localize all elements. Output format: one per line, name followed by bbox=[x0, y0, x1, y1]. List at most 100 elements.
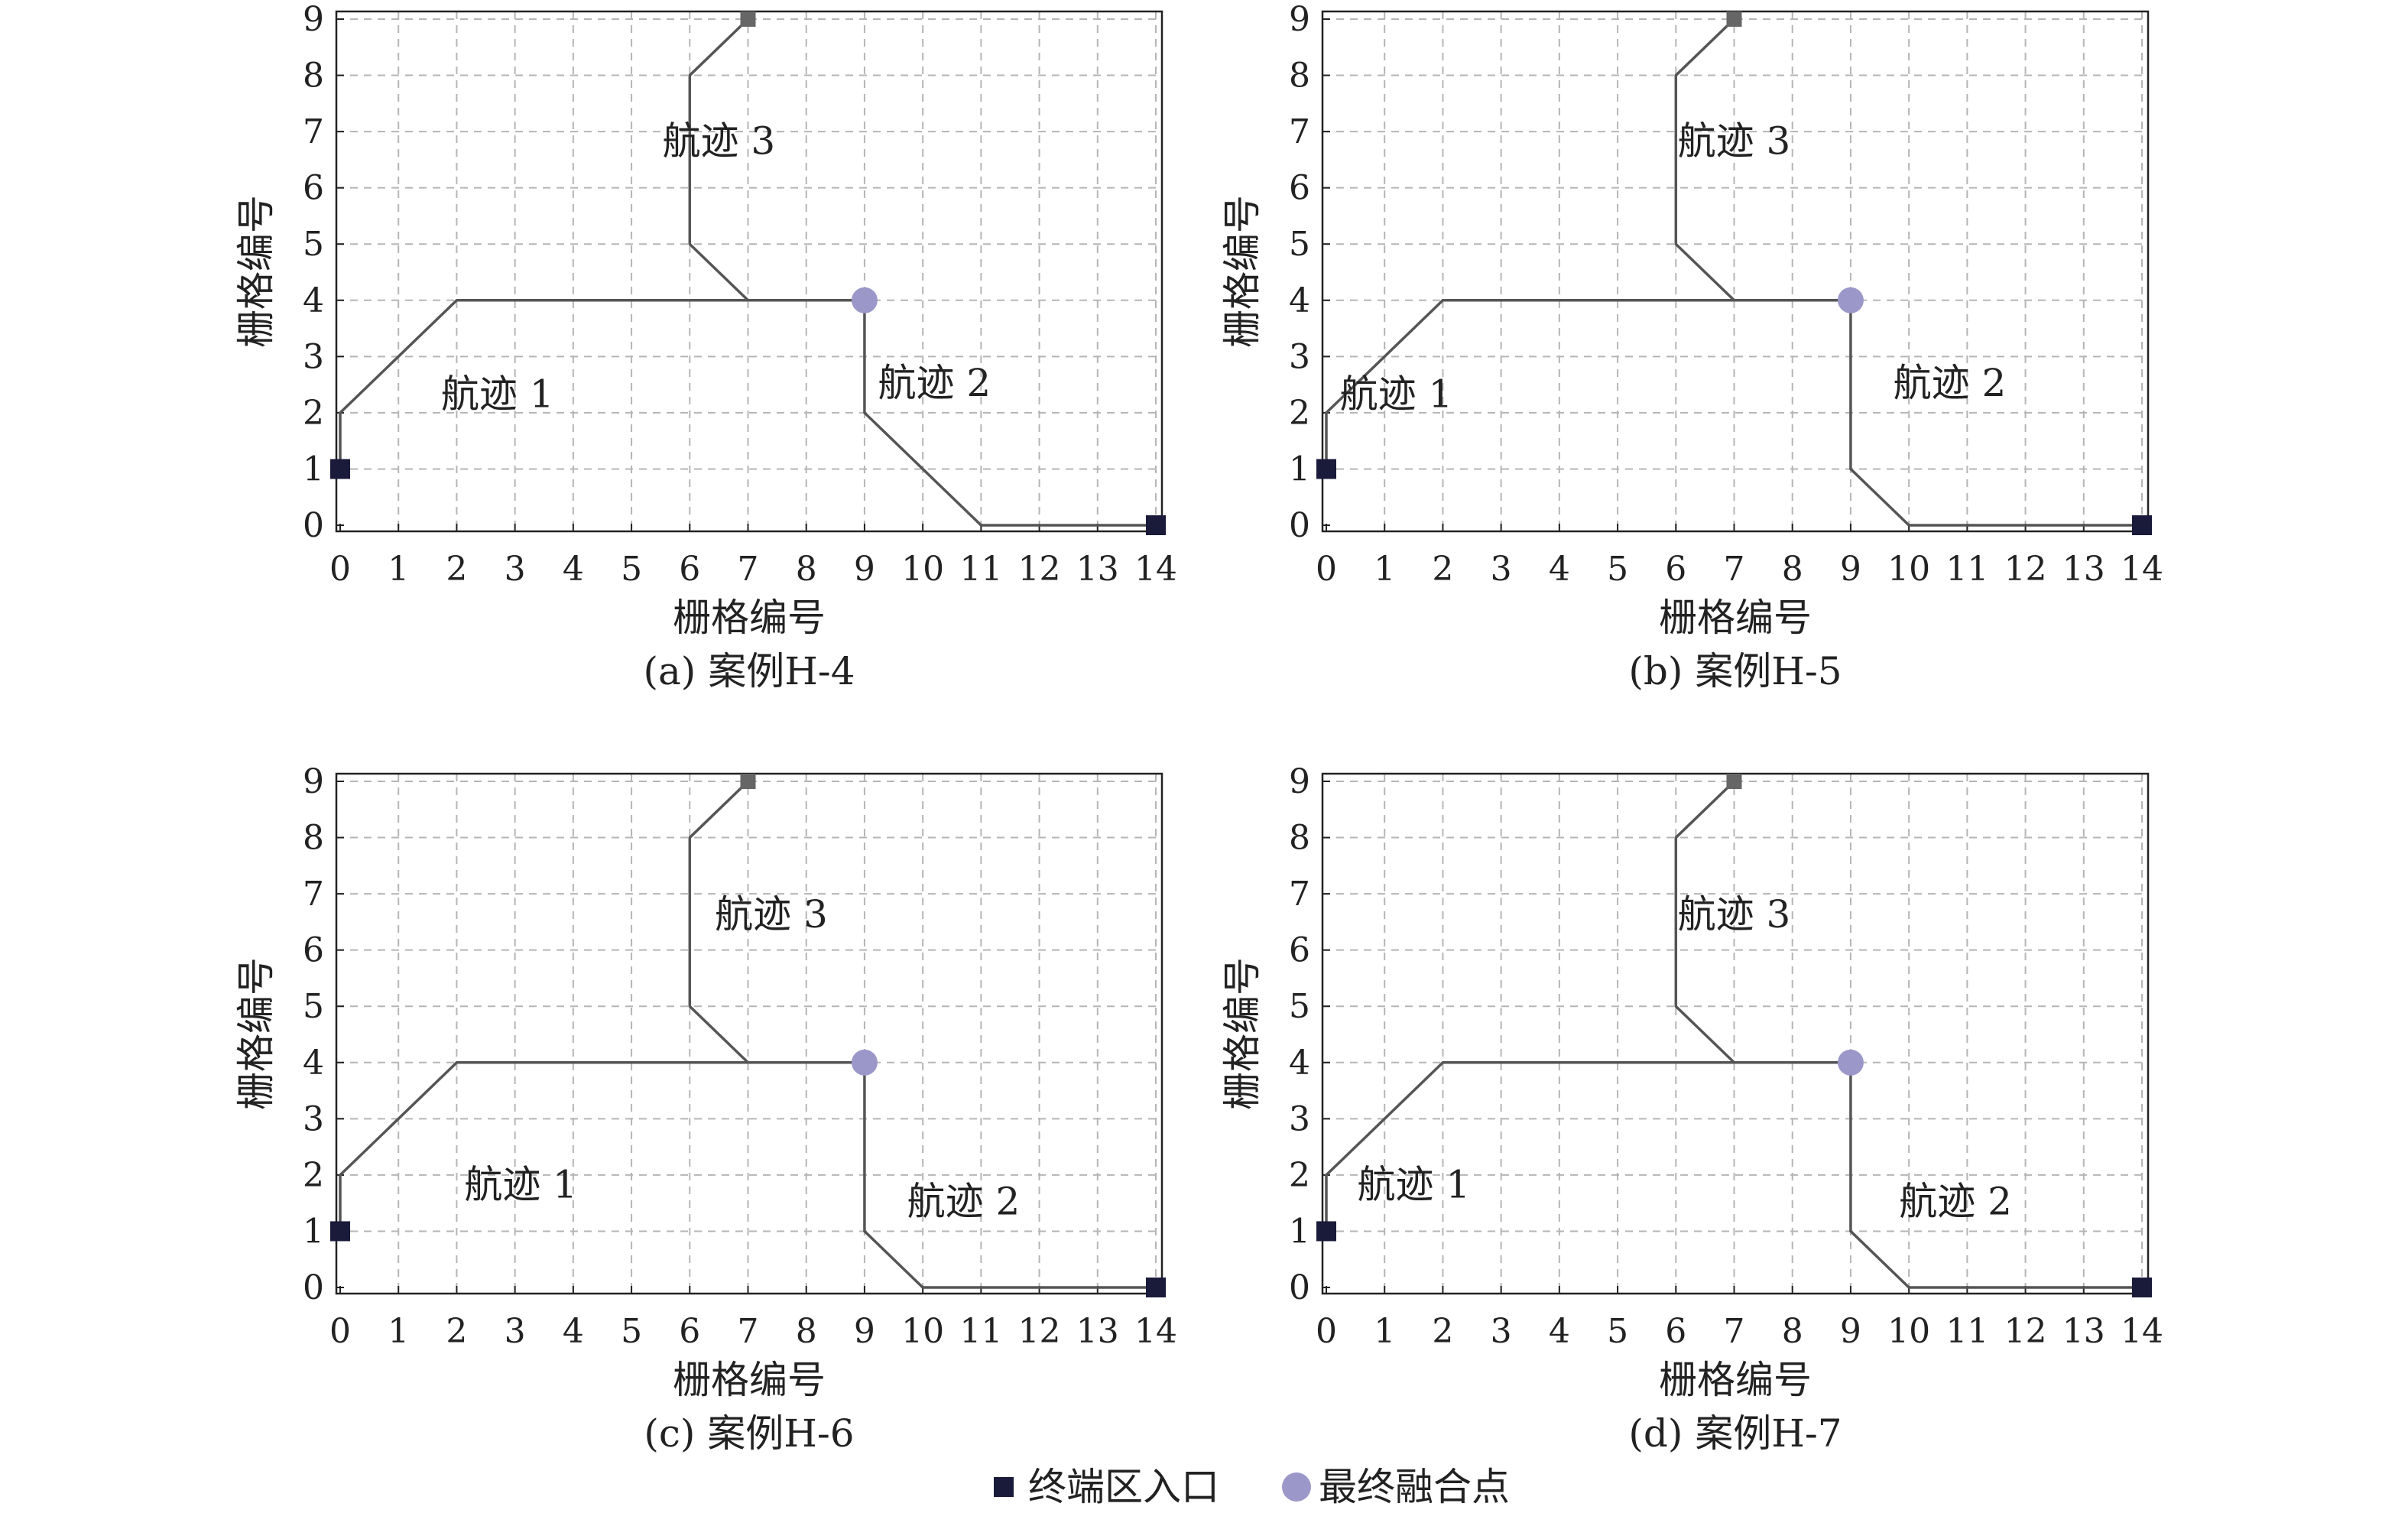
x-axis-title: 栅格编号 bbox=[1659, 1358, 1812, 1402]
x-tick-label: 7 bbox=[738, 1312, 759, 1351]
x-tick-label: 4 bbox=[563, 550, 584, 589]
x-tick-label: 0 bbox=[329, 550, 351, 589]
panel-caption: (c) 案例H-6 bbox=[644, 1411, 854, 1456]
x-tick-label: 10 bbox=[901, 550, 944, 589]
track-line-2 bbox=[1849, 300, 2142, 527]
entry-marker bbox=[740, 11, 756, 27]
y-tick-label: 4 bbox=[1289, 281, 1310, 320]
x-axis-title: 栅格编号 bbox=[673, 1358, 826, 1402]
entry-marker bbox=[740, 774, 756, 789]
x-tick-label: 12 bbox=[1018, 550, 1061, 589]
track-line-2 bbox=[1849, 1062, 2142, 1289]
track-label-2: 航迹 2 bbox=[1894, 361, 2007, 405]
y-tick-label: 5 bbox=[1289, 225, 1310, 264]
y-tick-label: 0 bbox=[1289, 506, 1310, 545]
entry-marker bbox=[1726, 774, 1742, 789]
entry-marker bbox=[2132, 515, 2152, 535]
x-tick-label: 9 bbox=[1840, 550, 1861, 589]
entry-marker bbox=[1316, 1221, 1336, 1242]
x-tick-label: 13 bbox=[1076, 1312, 1119, 1351]
entry-marker bbox=[1146, 1278, 1166, 1297]
track-line-2 bbox=[863, 300, 1156, 527]
y-tick-label: 8 bbox=[303, 57, 324, 96]
x-tick-label: 1 bbox=[388, 550, 409, 589]
x-tick-label: 13 bbox=[1076, 550, 1119, 589]
x-tick-label: 1 bbox=[1374, 1312, 1395, 1351]
x-tick-label: 12 bbox=[2004, 550, 2047, 589]
y-tick-label: 5 bbox=[303, 987, 324, 1026]
x-tick-label: 1 bbox=[388, 1312, 409, 1351]
panel-caption: (a) 案例H-4 bbox=[643, 649, 855, 693]
x-tick-label: 5 bbox=[621, 1312, 642, 1351]
x-tick-label: 5 bbox=[621, 550, 642, 589]
y-axis-title: 栅格编号 bbox=[234, 957, 278, 1110]
y-tick-label: 8 bbox=[1289, 57, 1310, 96]
legend-entry-square-icon bbox=[994, 1477, 1014, 1497]
x-tick-label: 0 bbox=[329, 1312, 351, 1351]
y-tick-label: 3 bbox=[303, 337, 324, 376]
y-tick-label: 0 bbox=[303, 1268, 324, 1307]
entry-marker bbox=[330, 459, 350, 479]
x-tick-label: 4 bbox=[1549, 1312, 1570, 1351]
x-tick-label: 14 bbox=[1134, 550, 1177, 589]
x-tick-label: 14 bbox=[2121, 550, 2163, 589]
track-label-1: 航迹 1 bbox=[441, 372, 554, 417]
x-tick-label: 6 bbox=[679, 550, 700, 589]
x-tick-label: 7 bbox=[1724, 550, 1745, 589]
y-tick-label: 6 bbox=[303, 169, 324, 208]
plot-area bbox=[336, 11, 1162, 531]
merge-point-marker bbox=[1837, 287, 1864, 313]
x-tick-label: 2 bbox=[1432, 1312, 1453, 1351]
x-tick-label: 5 bbox=[1607, 1312, 1628, 1351]
x-tick-label: 14 bbox=[2121, 1312, 2163, 1351]
y-tick-label: 7 bbox=[303, 112, 324, 151]
y-tick-label: 4 bbox=[303, 1044, 324, 1083]
track-line-3 bbox=[1674, 18, 1735, 302]
y-axis-title: 栅格编号 bbox=[234, 195, 278, 348]
grid bbox=[336, 774, 1162, 1294]
entry-marker bbox=[330, 1221, 350, 1242]
x-tick-label: 12 bbox=[1018, 1312, 1061, 1351]
merge-point-marker bbox=[851, 287, 878, 313]
track-label-2: 航迹 2 bbox=[907, 1179, 1021, 1223]
y-tick-label: 4 bbox=[1289, 1044, 1310, 1083]
entry-marker bbox=[2132, 1278, 2152, 1297]
y-tick-label: 0 bbox=[303, 506, 324, 545]
x-tick-label: 11 bbox=[1946, 550, 1988, 589]
y-tick-label: 9 bbox=[303, 762, 324, 801]
x-tick-label: 6 bbox=[1665, 550, 1686, 589]
y-tick-label: 2 bbox=[303, 1156, 324, 1195]
y-tick-label: 5 bbox=[303, 225, 324, 264]
x-tick-label: 11 bbox=[959, 1312, 1002, 1351]
merge-point-marker bbox=[1837, 1049, 1864, 1076]
track-line-1 bbox=[1325, 299, 1851, 469]
x-tick-label: 0 bbox=[1316, 1312, 1337, 1351]
x-tick-label: 7 bbox=[1724, 1312, 1745, 1351]
y-tick-label: 7 bbox=[1289, 875, 1310, 914]
merge-point-marker bbox=[851, 1049, 878, 1076]
x-tick-label: 2 bbox=[446, 550, 467, 589]
x-tick-label: 1 bbox=[1374, 550, 1395, 589]
x-tick-label: 10 bbox=[1887, 550, 1930, 589]
track-line-3 bbox=[688, 780, 749, 1064]
x-tick-label: 0 bbox=[1316, 550, 1337, 589]
x-tick-label: 10 bbox=[1887, 1312, 1930, 1351]
plot-area bbox=[1322, 11, 2148, 531]
y-tick-label: 4 bbox=[303, 281, 324, 320]
plot-area bbox=[336, 774, 1162, 1294]
y-tick-label: 7 bbox=[1289, 112, 1310, 151]
y-tick-label: 8 bbox=[303, 819, 324, 858]
y-tick-label: 3 bbox=[303, 1099, 324, 1138]
y-tick-label: 1 bbox=[1289, 450, 1310, 489]
y-tick-label: 2 bbox=[1289, 1156, 1310, 1195]
x-axis-title: 栅格编号 bbox=[1659, 596, 1812, 640]
track-line-3 bbox=[1674, 780, 1735, 1064]
track-label-3: 航迹 3 bbox=[1678, 892, 1791, 937]
y-tick-label: 1 bbox=[1289, 1212, 1310, 1251]
x-tick-label: 2 bbox=[1432, 550, 1453, 589]
y-tick-label: 1 bbox=[303, 450, 324, 489]
track-line-1 bbox=[339, 299, 865, 469]
y-axis-title: 栅格编号 bbox=[1220, 195, 1264, 348]
legend-merge-circle-icon bbox=[1282, 1472, 1311, 1502]
